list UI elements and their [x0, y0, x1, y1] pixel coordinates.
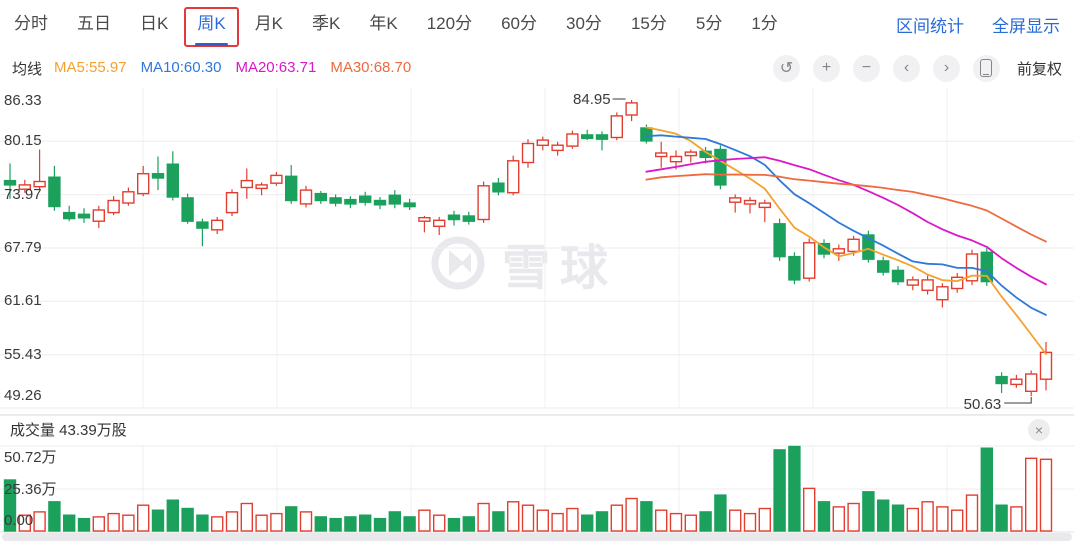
y-axis-label: 49.26	[4, 387, 42, 404]
tab-30分[interactable]: 30分	[566, 14, 602, 33]
period-tabbar: 分时 五日 日K 周K 月K 季K 年K 120分 60分 30分 15分 5分 1分 区间统计 全屏显示	[0, 0, 1074, 48]
zoom-out-icon: −	[861, 59, 872, 76]
volume-axis-label: 50.72万	[4, 449, 57, 466]
tab-120分[interactable]: 120分	[426, 14, 473, 33]
tab-1分[interactable]: 1分	[751, 14, 778, 33]
tab-日K[interactable]: 日K	[140, 14, 169, 33]
tab-季K[interactable]: 季K	[312, 14, 341, 33]
volume-header: 成交量 43.39万股 ×	[0, 415, 1074, 443]
ma-legend-value: MA10:60.30	[140, 59, 222, 76]
phone-icon	[980, 59, 993, 77]
volume-axis-label: 0.00	[4, 511, 34, 529]
tab-年K[interactable]: 年K	[369, 14, 398, 33]
close-volume-button[interactable]: ×	[1028, 418, 1050, 441]
y-axis-label: 55.43	[4, 345, 42, 363]
control-buttons: ↺ + − ‹ ›	[772, 54, 1000, 82]
watermark-text: 雪球	[502, 242, 619, 295]
tab-月K[interactable]: 月K	[254, 14, 284, 33]
volume-axis-label: 25.36万	[4, 481, 57, 498]
svg-text:50.63: 50.63	[964, 396, 1002, 413]
tab-60分[interactable]: 60分	[501, 14, 538, 33]
undo-icon: ↺	[779, 60, 794, 77]
prev-icon: ‹	[903, 59, 910, 76]
next-icon: ›	[943, 59, 950, 76]
tab-分时[interactable]: 分时	[14, 14, 48, 33]
adjust-type-dropdown[interactable]: 前复权	[1016, 60, 1062, 78]
ma-legend-value: MA5:55.97	[54, 59, 127, 76]
tab-五日[interactable]: 五日	[77, 14, 111, 33]
snowball-logo-icon	[431, 236, 485, 290]
ma-legend-value: MA30:68.70	[330, 59, 412, 76]
y-axis-label: 86.33	[4, 91, 42, 109]
undo-button[interactable]: ↺	[772, 54, 800, 82]
volume-title: 成交量 43.39万股	[10, 422, 127, 439]
y-axis-label: 80.15	[4, 132, 42, 150]
watermark: 雪球	[430, 228, 618, 298]
toolbar-actions: 区间统计 全屏显示	[896, 12, 1060, 37]
y-axis-label: 67.79	[4, 239, 42, 256]
ma-legend-label: 均线	[12, 60, 43, 78]
chart-controls: ↺ + − ‹ › 前复权	[772, 54, 1062, 82]
ma-legend-value: MA20:63.71	[235, 59, 317, 76]
prev-button[interactable]: ‹	[892, 54, 920, 82]
tab-5分[interactable]: 5分	[695, 14, 723, 33]
action-全屏显示[interactable]: 全屏显示	[992, 16, 1060, 36]
zoom-in-button[interactable]: +	[812, 54, 840, 82]
ma-legend-row: 均线 MA5:55.97 MA10:60.30 MA20:63.71 MA30:68.…	[0, 48, 1074, 88]
ma-values: MA5:55.97 MA10:60.30 MA20:63.71 MA30:68.70	[54, 59, 425, 77]
svg-text:84.95: 84.95	[573, 91, 611, 108]
zoom-out-button[interactable]: −	[852, 54, 880, 82]
close-icon: ×	[1034, 421, 1044, 438]
action-区间统计[interactable]: 区间统计	[896, 16, 964, 36]
y-axis-label: 61.61	[4, 292, 42, 310]
next-button[interactable]: ›	[932, 54, 960, 82]
horizontal-scrollbar[interactable]	[2, 533, 1072, 541]
tab-15分[interactable]: 15分	[630, 14, 667, 33]
y-axis-label: 73.97	[4, 185, 42, 203]
selected-tab-highlight-box	[184, 7, 239, 47]
zoom-in-icon: +	[821, 59, 832, 76]
phone-button[interactable]	[972, 54, 1000, 82]
tab-周K[interactable]: 周K	[184, 0, 239, 48]
